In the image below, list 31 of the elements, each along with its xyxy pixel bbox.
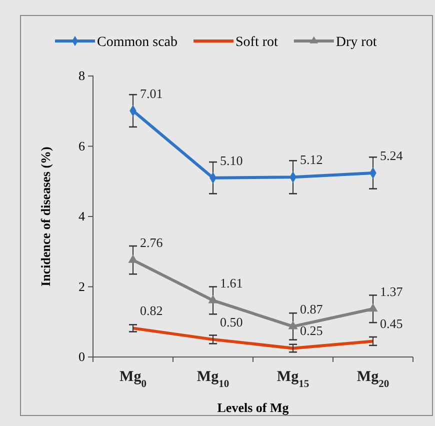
x-tick-label: Mg$_{20}$ bbox=[356, 369, 390, 390]
data-label: 0.50 bbox=[220, 314, 243, 330]
data-label: 5.24 bbox=[380, 148, 404, 163]
legend-label: Dry rot bbox=[336, 35, 377, 50]
data-label: 1.37 bbox=[380, 284, 404, 299]
data-label: 0.82 bbox=[140, 303, 163, 318]
y-tick-label: 6 bbox=[78, 138, 86, 154]
point bbox=[288, 320, 298, 330]
data-label: 7.01 bbox=[140, 86, 163, 101]
data-label: 0.25 bbox=[300, 323, 323, 338]
point bbox=[208, 294, 218, 304]
data-label: 2.76 bbox=[140, 235, 164, 250]
x-tick-label: Mg$_{15}$ bbox=[276, 369, 310, 390]
data-label: 1.61 bbox=[220, 275, 243, 290]
data-label: 5.12 bbox=[300, 152, 323, 168]
y-tick-label: 0 bbox=[78, 349, 85, 364]
x-tick-label: Mg$_{0}$ bbox=[120, 369, 146, 390]
point bbox=[368, 303, 378, 312]
data-label: 0.87 bbox=[300, 301, 324, 316]
y-axis-title: Incidence of diseases (%) bbox=[38, 146, 53, 286]
y-tick-label: 8 bbox=[78, 68, 85, 84]
data-label: 0.45 bbox=[380, 316, 403, 332]
legend-label: Common scab bbox=[97, 35, 178, 50]
line-series bbox=[132, 326, 374, 350]
x-axis-title: Levels of Mg bbox=[217, 400, 290, 415]
y-tick-label: 4 bbox=[78, 208, 86, 224]
data-label: 5.10 bbox=[220, 152, 243, 168]
legend-label: Soft rot bbox=[236, 35, 278, 50]
y-tick-label: 2 bbox=[78, 278, 85, 294]
point bbox=[128, 254, 138, 263]
x-tick-label: Mg$_{10}$ bbox=[196, 369, 230, 390]
